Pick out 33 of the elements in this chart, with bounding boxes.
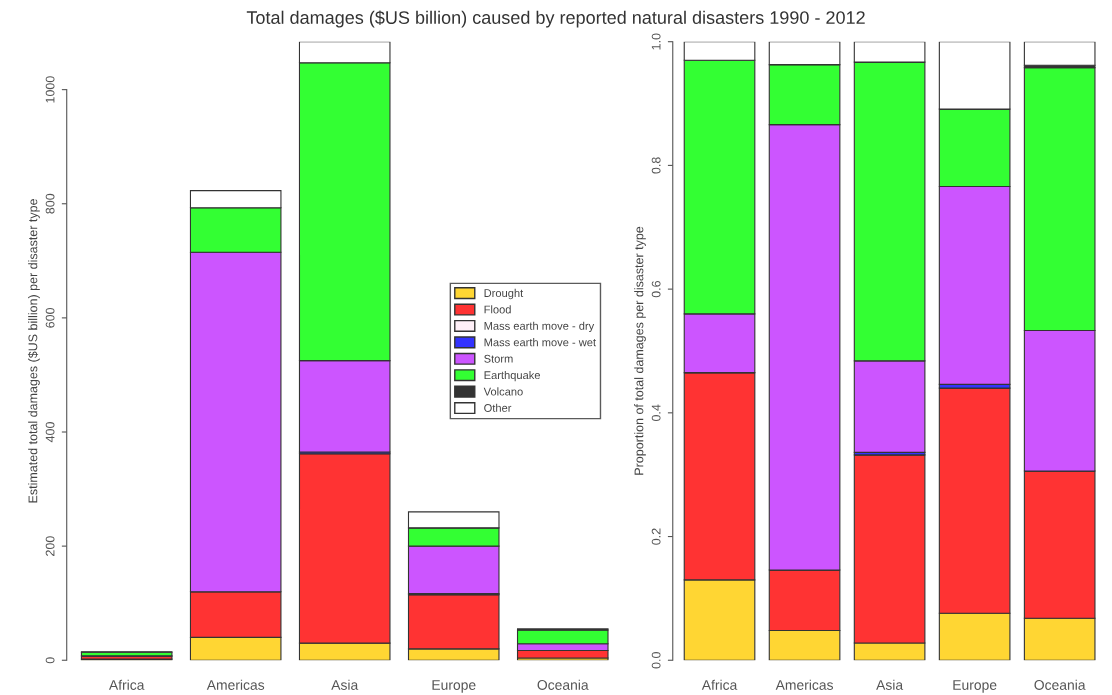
x-tick-label: Oceania bbox=[537, 679, 589, 690]
x-tick-label: Africa bbox=[701, 679, 738, 690]
x-tick-label: Americas bbox=[206, 679, 265, 690]
x-tick-label: Europe bbox=[953, 680, 997, 693]
x-tick-label: Asia bbox=[876, 679, 904, 690]
legend-label: Drought bbox=[484, 288, 524, 300]
y-tick-label: 0.0 bbox=[651, 652, 661, 669]
x-tick-label: Americas bbox=[775, 679, 834, 690]
chart-title: Total damages ($US billion) caused by reported natural disasters 1990 - 2012 bbox=[246, 10, 865, 28]
y-tick-label: 400 bbox=[45, 422, 55, 443]
y-axis-title: Estimated total damages ($US billion) per disaster type bbox=[27, 199, 40, 503]
x-tick-label: Africa bbox=[108, 679, 145, 690]
legend-label: Mass earth move - dry bbox=[484, 321, 595, 333]
y-tick-label: 1000 bbox=[45, 76, 55, 103]
y-axis-title: Proportion of total damages per disaster type bbox=[634, 226, 646, 475]
y-tick-label: 0.8 bbox=[651, 157, 661, 174]
legend-label: Flood bbox=[484, 305, 511, 314]
x-tick-label: Asia bbox=[331, 679, 359, 690]
y-tick-label: 800 bbox=[45, 193, 55, 214]
y-tick-label: 0 bbox=[45, 657, 55, 664]
y-tick-label: 1.0 bbox=[651, 33, 661, 50]
legend-label: Storm bbox=[484, 354, 513, 363]
legend-label: Mass earth move - wet bbox=[484, 338, 596, 347]
x-tick-label: Oceania bbox=[1034, 679, 1086, 690]
legend-label: Volcano bbox=[483, 387, 523, 396]
legend-label: Earthquake bbox=[484, 370, 540, 382]
y-tick-label: 0.6 bbox=[651, 280, 661, 298]
y-tick-label: 0.2 bbox=[651, 528, 661, 545]
y-tick-label: 200 bbox=[45, 536, 55, 556]
x-tick-label: Europe bbox=[432, 680, 476, 693]
y-tick-label: 600 bbox=[45, 307, 55, 328]
y-tick-label: 0.4 bbox=[651, 404, 661, 422]
legend-label: Other bbox=[484, 403, 512, 412]
